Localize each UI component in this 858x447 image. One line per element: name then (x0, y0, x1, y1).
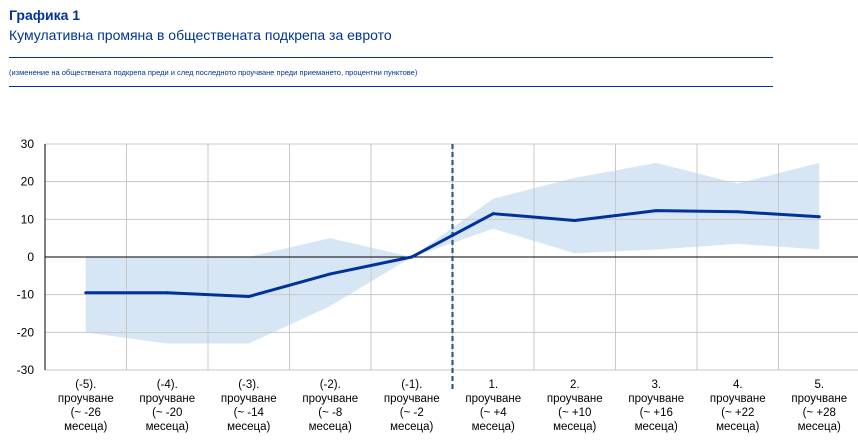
header-rule-top (9, 57, 773, 58)
y-tick-label: -10 (17, 288, 35, 302)
data-point (165, 291, 169, 295)
x-tick-label: месеца) (390, 421, 433, 433)
x-tick-label: (~ +22 (721, 407, 754, 419)
x-tick-label: (~ +16 (640, 407, 673, 419)
x-tick-label: проучване (139, 393, 195, 405)
x-tick-label: проучване (465, 393, 521, 405)
data-point (817, 215, 821, 219)
x-tick-label: (-3). (238, 379, 259, 391)
x-tick-label: проучване (710, 393, 766, 405)
chart-header: Графика 1 Кумулативна промяна в обществе… (9, 6, 773, 44)
y-tick-label: 10 (21, 212, 35, 226)
data-point (247, 295, 251, 299)
data-point (654, 209, 658, 213)
x-tick-label: месеца) (798, 421, 841, 433)
x-tick-label: 3. (651, 379, 661, 391)
x-tick-label: (~ +10 (558, 407, 591, 419)
chart-note: (изменение на обществената подкрепа пред… (9, 68, 418, 77)
y-tick-label: 20 (21, 175, 35, 189)
x-tick-label: (-1). (401, 379, 422, 391)
data-point (328, 272, 332, 276)
x-tick-label: проучване (791, 393, 847, 405)
x-tick-label: (~ -14 (234, 407, 265, 419)
x-tick-label: месеца) (309, 421, 352, 433)
header-rule-bottom (9, 86, 773, 87)
x-tick-label: (~ +28 (803, 407, 836, 419)
chart-label: Графика 1 (9, 7, 81, 23)
data-point (573, 218, 577, 222)
x-tick-label: месеца) (472, 421, 515, 433)
y-tick-label: -20 (17, 325, 35, 339)
x-tick-label: 1. (488, 379, 498, 391)
data-point (84, 291, 88, 295)
series-line (85, 209, 820, 299)
x-tick-label: 4. (733, 379, 743, 391)
x-tick-label: (~ -20 (152, 407, 182, 419)
data-point (736, 210, 740, 214)
x-tick-label: (-4). (157, 379, 178, 391)
x-tick-label: (-2). (320, 379, 341, 391)
x-tick-label: проучване (58, 393, 114, 405)
x-tick-label: проучване (547, 393, 603, 405)
x-tick-label: (~ -8 (318, 407, 342, 419)
y-tick-label: 30 (21, 137, 35, 151)
x-tick-label: (-5). (75, 379, 96, 391)
x-tick-label: месеца) (716, 421, 759, 433)
data-point (410, 255, 414, 259)
x-tick-label: проучване (221, 393, 277, 405)
x-tick-label: проучване (384, 393, 440, 405)
x-tick-label: месеца) (227, 421, 270, 433)
y-tick-label: 0 (27, 250, 34, 264)
y-tick-label: -30 (17, 363, 35, 377)
x-tick-label: 5. (814, 379, 824, 391)
range-band (85, 162, 820, 344)
x-tick-label: месеца) (635, 421, 678, 433)
data-point (491, 212, 495, 216)
x-tick-label: (~ +4 (480, 407, 507, 419)
x-tick-label: проучване (628, 393, 684, 405)
chart-title: Кумулативна промяна в обществената подкр… (9, 27, 392, 43)
x-tick-label: месеца) (553, 421, 596, 433)
x-tick-label: месеца) (64, 421, 107, 433)
x-tick-label: (~ -2 (400, 407, 424, 419)
x-tick-label: месеца) (146, 421, 189, 433)
x-tick-label: (~ -26 (71, 407, 101, 419)
x-tick-label: 2. (570, 379, 580, 391)
x-tick-label: проучване (302, 393, 358, 405)
